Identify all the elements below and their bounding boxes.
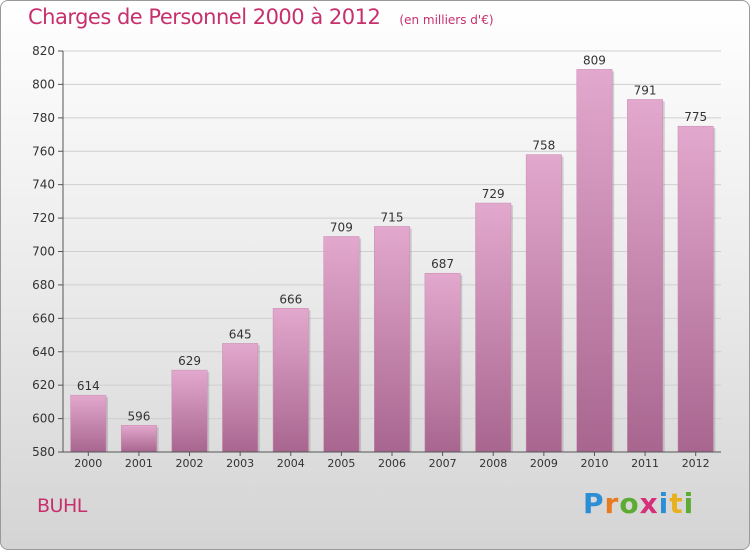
y-tick-label: 600 bbox=[32, 412, 55, 426]
y-tick-label: 660 bbox=[32, 311, 55, 325]
logo-letter: x bbox=[639, 487, 659, 520]
x-tick-label: 2010 bbox=[580, 457, 608, 470]
bar-value-label: 791 bbox=[634, 83, 657, 97]
y-tick-label: 800 bbox=[32, 77, 55, 91]
x-tick-label: 2005 bbox=[327, 457, 355, 470]
x-tick-label: 2011 bbox=[631, 457, 659, 470]
x-tick-label: 2002 bbox=[176, 457, 204, 470]
bar bbox=[120, 425, 157, 453]
bar-value-label: 687 bbox=[431, 257, 454, 271]
bar bbox=[677, 125, 714, 453]
proxiti-logo: Proxiti bbox=[583, 487, 694, 520]
bar-value-label: 709 bbox=[330, 220, 353, 234]
y-tick-label: 740 bbox=[32, 178, 55, 192]
x-tick-label: 2007 bbox=[429, 457, 457, 470]
x-tick-label: 2001 bbox=[125, 457, 153, 470]
bar-value-label: 715 bbox=[381, 210, 404, 224]
y-tick-label: 640 bbox=[32, 345, 55, 359]
bar-value-label: 629 bbox=[178, 354, 201, 368]
y-tick-label: 700 bbox=[32, 245, 55, 259]
y-tick-label: 780 bbox=[32, 111, 55, 125]
chart-title: Charges de Personnel 2000 à 2012 bbox=[28, 5, 381, 29]
bar-value-label: 809 bbox=[583, 53, 606, 67]
bar-value-label: 775 bbox=[684, 110, 707, 124]
y-tick-label: 720 bbox=[32, 211, 55, 225]
chart-subtitle: (en milliers d'€) bbox=[399, 13, 494, 27]
bar bbox=[222, 343, 259, 453]
bar bbox=[374, 226, 410, 453]
commune-name: BUHL bbox=[37, 495, 87, 517]
bar-value-label: 645 bbox=[229, 327, 252, 341]
bar bbox=[475, 202, 512, 453]
x-tick-label: 2000 bbox=[74, 457, 102, 470]
bar bbox=[323, 236, 360, 453]
logo-letter: t bbox=[669, 487, 684, 520]
logo-letter: P bbox=[583, 487, 605, 520]
x-tick-label: 2003 bbox=[226, 457, 254, 470]
y-tick-label: 620 bbox=[32, 378, 55, 392]
logo-letter: i bbox=[658, 487, 670, 520]
y-tick-label: 680 bbox=[32, 278, 55, 292]
bar-value-label: 596 bbox=[127, 409, 150, 423]
x-tick-label: 2006 bbox=[378, 457, 406, 470]
logo-letter: r bbox=[604, 487, 620, 520]
bar-value-label: 729 bbox=[482, 187, 505, 201]
title-row: Charges de Personnel 2000 à 2012 (en mil… bbox=[28, 5, 494, 29]
y-tick-label: 580 bbox=[32, 445, 55, 459]
x-tick-label: 2004 bbox=[277, 457, 305, 470]
logo-letter: i bbox=[683, 487, 695, 520]
bar bbox=[70, 394, 107, 453]
bar bbox=[525, 154, 562, 453]
bar-value-label: 758 bbox=[532, 139, 555, 153]
bar-value-label: 614 bbox=[77, 379, 100, 393]
x-tick-label: 2012 bbox=[682, 457, 710, 470]
bar-value-label: 666 bbox=[279, 292, 302, 306]
bar bbox=[171, 369, 208, 453]
logo-letter: o bbox=[619, 487, 640, 520]
x-tick-label: 2009 bbox=[530, 457, 558, 470]
bar bbox=[627, 99, 664, 453]
y-tick-label: 820 bbox=[32, 44, 55, 58]
y-tick-label: 760 bbox=[32, 144, 55, 158]
bar bbox=[272, 308, 309, 453]
x-tick-label: 2008 bbox=[479, 457, 507, 470]
bar bbox=[576, 69, 613, 453]
bar bbox=[424, 272, 461, 453]
